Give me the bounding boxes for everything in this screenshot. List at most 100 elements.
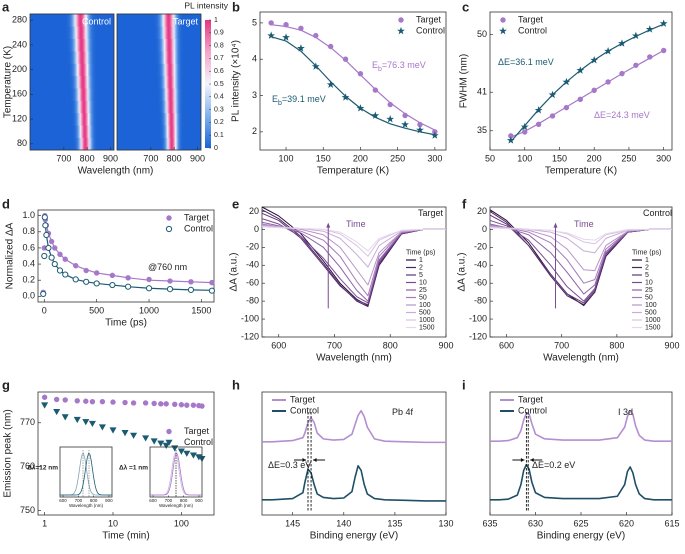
legend-label: 100 [419, 302, 431, 309]
legend-marker [166, 428, 172, 435]
point [177, 448, 185, 455]
annotation: ΔE=24.3 meV [594, 110, 650, 120]
point [659, 19, 668, 27]
x-tick-label: 600 [499, 340, 514, 350]
x-tick-label: 900 [195, 498, 203, 503]
panel-label: h [232, 377, 240, 392]
point [41, 402, 49, 409]
legend-label: 1500 [645, 324, 661, 331]
legend-title: Time (ps) [632, 249, 661, 256]
point [48, 254, 55, 261]
x-tick-label: 900 [103, 153, 118, 163]
point [74, 398, 80, 404]
x-tick-label: 800 [383, 340, 398, 350]
colorbar-label: PL intensity [184, 0, 228, 10]
point [41, 394, 48, 400]
annotation: Eb=76.3 meV [372, 60, 426, 73]
y-tick-label: 200 [12, 64, 27, 74]
x-tick-label: 700 [56, 153, 71, 163]
annotation: ΔE=36.1 meV [498, 57, 554, 67]
point [190, 402, 197, 408]
heatmap-row [30, 124, 114, 138]
colorbar-tick-label: 0.4 [214, 94, 224, 101]
x-tick-label: 635 [482, 518, 497, 528]
point [73, 416, 81, 424]
arrow-head [313, 458, 317, 462]
series-line [261, 221, 446, 302]
map-label: Target [173, 16, 199, 26]
legend-label: 1 [645, 257, 649, 264]
y-tick-label: 0.6 [22, 242, 35, 252]
fit-line [270, 36, 435, 136]
x-axis-label: Wavelength (nm) [78, 166, 154, 177]
colorbar-tick-label: 0.1 [214, 132, 224, 139]
y-tick-label: -100 [469, 313, 487, 323]
annotation-text: ΔE=0.2 eV [532, 460, 575, 470]
point [130, 400, 137, 406]
point [605, 79, 611, 85]
colorbar-tick-label: 0.5 [214, 81, 224, 88]
annotation-subscript: b [378, 66, 382, 73]
legend-label: 25 [645, 287, 653, 294]
annotation-text: Time [346, 219, 366, 229]
point [146, 276, 152, 283]
annotation: @760 nm [148, 262, 187, 272]
legend-label: 1000 [645, 317, 661, 324]
series-line [490, 409, 672, 442]
x-axis-label: Temperature (K) [317, 166, 389, 177]
point [430, 131, 439, 139]
point [647, 54, 653, 60]
y-tick-label: 80 [17, 138, 27, 148]
point [535, 121, 542, 128]
annotation-text: ΔE=0.3 eV [268, 460, 311, 470]
x-tick-label: 800 [80, 153, 95, 163]
x-tick-label: 600 [149, 498, 157, 503]
point [562, 77, 571, 86]
point [283, 22, 289, 28]
point [157, 440, 165, 447]
y-tick-label: 0.2 [22, 275, 35, 285]
x-axis-label: Binding energy (eV) [537, 531, 625, 542]
point [577, 96, 584, 102]
legend-title: Time (ps) [406, 249, 435, 256]
x-tick-label: 700 [165, 498, 173, 503]
legend-label: Target [184, 212, 210, 222]
annotation-text: I 3d [618, 407, 633, 417]
y-axis-label: Emission peak (nm) [3, 409, 14, 497]
legend-label: 10 [419, 279, 427, 286]
x-tick-label: 1500 [191, 305, 211, 315]
x-tick-label: 300 [656, 153, 671, 163]
arrow-head [530, 458, 534, 462]
panel-label: i [462, 377, 466, 392]
legend-label: Target [518, 394, 544, 404]
point [109, 272, 116, 279]
x-tick-label: 300 [427, 153, 442, 163]
heatmap-row [117, 137, 201, 151]
point [591, 87, 597, 94]
point [268, 20, 274, 26]
arrow-head [520, 458, 525, 462]
y-tick-label: 120 [12, 113, 27, 123]
legend-label: 2 [419, 264, 423, 271]
point [311, 62, 320, 70]
heatmap-row [117, 38, 201, 52]
y-axis-label: Normalized ΔA [5, 222, 16, 289]
point [184, 402, 190, 408]
x-tick-label: 630 [528, 518, 543, 528]
inset-label: Δλ=12 nm [27, 464, 58, 472]
y-tick-label: -80 [246, 296, 259, 306]
annotation-suffix: =39.1 meV [282, 94, 326, 104]
legend-label: 1500 [419, 324, 435, 331]
legend-label: Control [416, 25, 445, 35]
y-tick-label: 750 [20, 505, 35, 515]
legend-label: Control [184, 223, 213, 233]
point [166, 285, 174, 293]
annotation-text: ΔE=36.1 meV [498, 57, 554, 67]
x-axis-label: Time (ps) [105, 318, 147, 329]
point [40, 290, 47, 298]
y-tick-label: -20 [474, 242, 487, 252]
y-tick-label: -60 [246, 278, 259, 288]
plot-frame [261, 391, 447, 516]
y-axis-label: FWHM (nm) [459, 54, 470, 108]
y-tick-label: 4 [252, 54, 257, 64]
